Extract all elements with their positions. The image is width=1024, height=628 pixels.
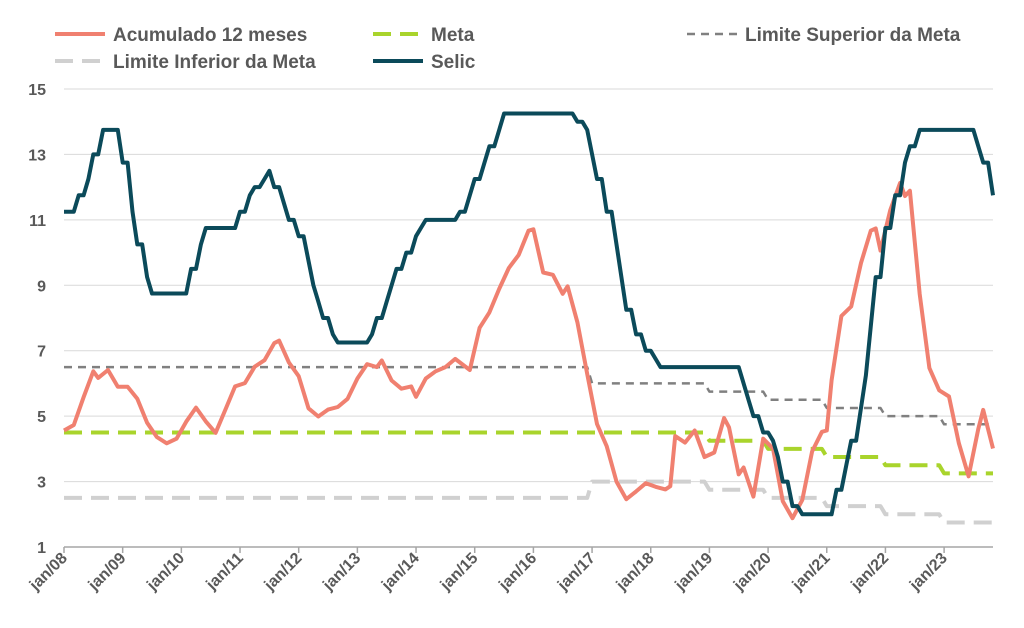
legend: Acumulado 12 meses Meta Limite Superior da… <box>55 25 961 73</box>
y-tick-label: 7 <box>37 344 46 361</box>
x-tick-label: jan/09 <box>85 550 130 595</box>
legend-label: Limite Inferior da Meta <box>113 52 316 73</box>
legend-label: Selic <box>431 52 476 73</box>
y-tick-label: 1 <box>37 540 46 557</box>
x-tick-label: jan/13 <box>319 550 364 595</box>
legend-label: Limite Superior da Meta <box>745 25 961 46</box>
x-tick-label: jan/11 <box>203 550 247 594</box>
x-tick-label: jan/23 <box>906 550 951 595</box>
y-tick-label: 15 <box>28 82 46 99</box>
legend-item-limite-superior-da-meta: Limite Superior da Meta <box>687 25 961 46</box>
y-tick-label: 9 <box>37 278 46 295</box>
series-line-limite-inferior-da-meta <box>64 479 993 525</box>
x-tick-label: jan/12 <box>261 550 306 595</box>
legend-item-acumulado-12-meses: Acumulado 12 meses <box>55 25 307 46</box>
y-tick-label: 5 <box>37 409 46 426</box>
y-tick-label: 3 <box>37 475 46 492</box>
legend-item-limite-inferior-da-meta: Limite Inferior da Meta <box>55 52 316 73</box>
x-tick-label: jan/20 <box>730 550 775 595</box>
x-tick-label: jan/19 <box>671 550 716 595</box>
series-line-limite-superior-da-meta <box>64 365 993 426</box>
grid-lines <box>64 88 993 483</box>
x-tick-label: jan/16 <box>495 550 540 595</box>
x-tick-label: jan/14 <box>378 550 423 595</box>
legend-label: Acumulado 12 meses <box>113 25 307 46</box>
x-tick-label: jan/10 <box>143 550 188 595</box>
y-tick-label: 11 <box>29 213 46 230</box>
x-tick-label: jan/22 <box>847 550 892 595</box>
legend-item-selic: Selic <box>373 52 476 73</box>
x-tick-label: jan/17 <box>554 550 599 595</box>
x-tick-label: jan/21 <box>789 550 834 595</box>
series-line-meta <box>64 430 993 476</box>
x-tick-label: jan/18 <box>613 550 658 595</box>
legend-item-meta: Meta <box>373 25 475 46</box>
series-line-selic <box>64 111 995 517</box>
legend-label: Meta <box>431 25 475 46</box>
y-tick-label: 13 <box>28 147 46 164</box>
x-tick-label: jan/08 <box>26 550 71 595</box>
x-axis-ticks: jan/08 jan/09 jan/10 jan/11 jan/12 jan/13 jan/… <box>26 547 951 595</box>
series-layer <box>63 111 995 525</box>
x-tick-label: jan/15 <box>437 550 482 595</box>
series-line-acumulado-12-meses <box>63 180 995 521</box>
